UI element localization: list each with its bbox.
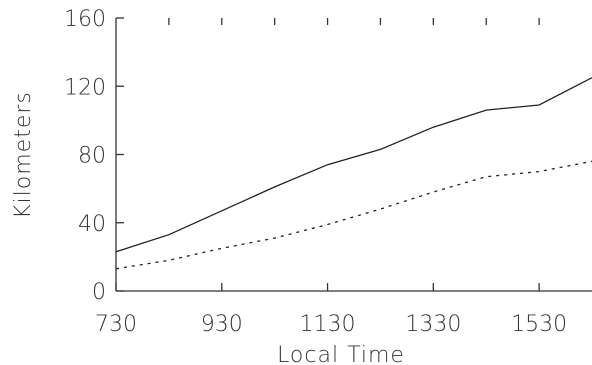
series-line-solid (115, 77, 592, 253)
x-tick-label-1330: 1330 (405, 312, 461, 337)
x-tick-label-1130: 1130 (300, 312, 356, 337)
y-tick-label-0: 0 (92, 280, 106, 305)
x-tick-label-1530: 1530 (511, 312, 567, 337)
series-line-dotted (115, 160, 592, 270)
y-tick-label-160: 160 (64, 7, 106, 32)
y-tick-label-120: 120 (64, 75, 106, 100)
y-axis-title: Kilometers (11, 91, 36, 219)
y-tick-label-40: 40 (78, 212, 106, 237)
y-tick-label-80: 80 (78, 144, 106, 169)
x-tick-label-730: 730 (95, 312, 137, 337)
x-axis-title: Local Time (277, 343, 405, 365)
y-axis: 0 40 80 120 160 (64, 7, 124, 305)
series-layer (115, 77, 592, 270)
x-tick-label-930: 930 (201, 312, 243, 337)
x-axis: 730 930 1130 1330 1530 (95, 18, 592, 337)
